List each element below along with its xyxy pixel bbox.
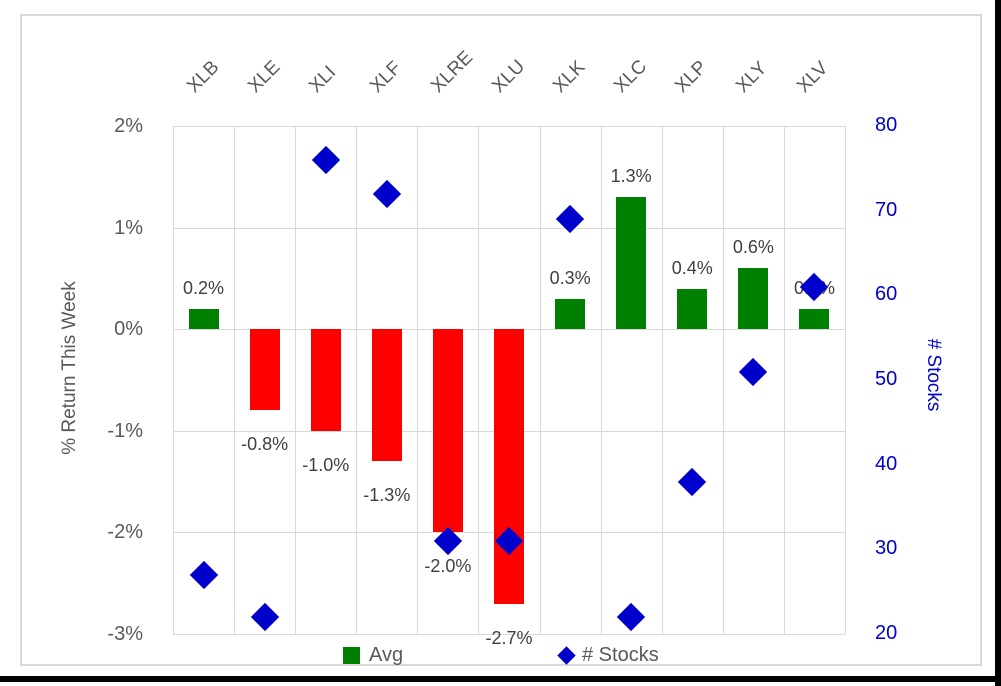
category-label-xlf: XLF [365,57,406,97]
data-label-xle: -0.8% [241,434,289,455]
bar-xlre[interactable] [432,329,463,533]
gridline-vertical [783,126,785,634]
bar-xlu[interactable] [494,329,524,604]
legend-diamond-icon [557,646,576,665]
gridline-vertical [417,126,419,634]
category-label-xlb: XLB [182,56,223,97]
legend-square-icon [343,647,360,664]
bar-xlc[interactable] [616,197,647,330]
frame-border-right [995,0,1001,686]
gridline-vertical [173,126,174,634]
legend-item-avg[interactable]: Avg [343,644,403,667]
category-label-xli: XLI [304,61,340,97]
gridline-vertical [539,126,541,634]
gridline-vertical [478,126,480,634]
diamond-marker-xlp[interactable] [678,467,707,496]
bar-xlk[interactable] [555,298,586,330]
gridline-vertical [356,126,358,634]
category-label-xlp: XLP [671,56,712,97]
right-axis-tick: 20 [875,622,898,644]
chart[interactable]: 2% 1% 0% -1% -2% -3% 80 70 60 50 40 30 20 XLB XLE XLI XL… [20,14,982,666]
category-label-xlv: XLV [793,57,833,97]
gridline-vertical [295,126,297,634]
data-label-xlc: 1.3% [610,166,652,187]
category-label-xlk: XLK [549,56,590,97]
diamond-marker-xlf[interactable] [372,179,401,208]
diamond-marker-xly[interactable] [739,357,768,386]
gridline-horizontal [173,634,845,635]
data-label-xlf: -1.3% [363,485,411,506]
left-axis-tick: -1% [107,419,143,442]
data-label-xlk: 0.3% [549,267,591,288]
left-axis-title: % Return This Week [59,281,80,455]
category-label-xlc: XLC [610,56,652,97]
category-label-xly: XLY [732,57,772,97]
data-label-xly: 0.6% [732,237,774,258]
data-label-xlre: -2.0% [424,556,472,577]
diamond-marker-xlb[interactable] [189,560,218,589]
right-axis-tick: 70 [875,198,898,221]
legend-label-avg: Avg [369,644,404,666]
gridline-vertical [722,126,724,634]
legend-label-stocks: # Stocks [582,644,659,666]
bar-xli[interactable] [310,329,341,431]
diamond-marker-xlk[interactable] [555,204,585,234]
gridline-vertical [661,126,663,634]
gridline-vertical [234,126,236,634]
right-axis-tick: 40 [875,452,898,475]
gridline-vertical [600,126,602,634]
bar-xlf[interactable] [371,329,402,462]
diamond-marker-xli[interactable] [311,145,340,175]
left-axis-tick: 0% [114,318,143,341]
bar-xle[interactable] [249,329,280,411]
data-label-xlu: -2.7% [485,627,533,648]
category-label-xlu: XLU [488,56,530,97]
right-axis-tick: 80 [875,114,898,136]
right-axis-tick: 30 [875,537,898,560]
frame-border-bottom [0,676,1001,682]
data-label-xlp: 0.4% [671,257,713,278]
left-axis-tick: 2% [114,115,143,137]
gridline-horizontal [173,126,845,127]
category-label-xle: XLE [243,56,285,97]
left-axis-tick: 1% [114,216,143,239]
left-axis-tick: -3% [107,623,143,645]
right-axis-tick: 60 [875,283,898,306]
right-axis-title: # Stocks [923,338,944,412]
data-label-xlb: 0.2% [183,277,225,298]
diamond-marker-xle[interactable] [250,602,279,632]
gridline-vertical [845,126,846,634]
data-label-xli: -1.0% [302,454,350,475]
bar-xlv[interactable] [799,308,830,330]
bar-xlb[interactable] [188,308,219,330]
left-axis-tick: -2% [107,521,143,544]
right-axis-tick: 50 [875,368,898,390]
category-label-xlre: XLRE [427,47,478,97]
bar-xly[interactable] [738,268,769,330]
gridline-horizontal [173,227,845,229]
diamond-marker-xlc[interactable] [617,602,646,632]
legend-item-stocks[interactable]: # Stocks [557,644,659,667]
bar-xlp[interactable] [677,288,708,330]
